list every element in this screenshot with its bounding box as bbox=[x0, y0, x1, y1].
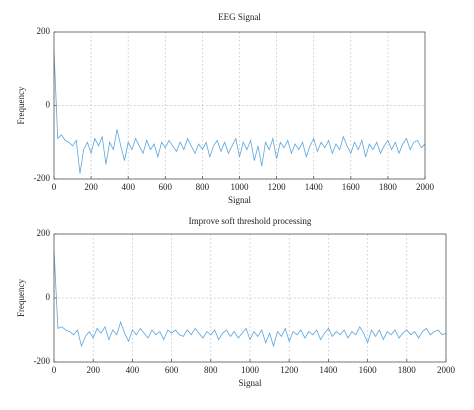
x-tick-label: 400 bbox=[121, 182, 135, 192]
y-tick-label: 0 bbox=[46, 292, 51, 302]
x-tick-label: 1600 bbox=[359, 365, 378, 375]
y-tick-label: -200 bbox=[34, 356, 51, 366]
y-tick-label: -200 bbox=[34, 173, 51, 183]
signal-line bbox=[53, 50, 426, 174]
x-tick-label: 1800 bbox=[379, 182, 398, 192]
y-tick-label: 200 bbox=[37, 26, 51, 36]
x-tick-label: 600 bbox=[165, 365, 179, 375]
x-tick-label: 800 bbox=[196, 182, 210, 192]
y-axis-label: Frequency bbox=[16, 86, 26, 124]
x-tick-label: 600 bbox=[159, 182, 173, 192]
x-tick-label: 1400 bbox=[319, 365, 338, 375]
x-tick-label: 2000 bbox=[416, 182, 435, 192]
x-tick-label: 1000 bbox=[241, 365, 260, 375]
y-tick-label: 200 bbox=[37, 228, 51, 238]
x-tick-label: 1200 bbox=[280, 365, 299, 375]
x-tick-label: 400 bbox=[126, 365, 140, 375]
plot-frame bbox=[53, 31, 426, 180]
x-tick-label: 200 bbox=[84, 182, 98, 192]
y-tick-label: 0 bbox=[46, 100, 51, 110]
x-tick-label: 0 bbox=[52, 182, 57, 192]
x-tick-label: 1400 bbox=[305, 182, 324, 192]
x-tick-label: 800 bbox=[204, 365, 218, 375]
x-tick-label: 2000 bbox=[437, 365, 456, 375]
x-axis-label: Signal bbox=[238, 378, 262, 388]
y-axis-label: Frequency bbox=[16, 279, 26, 317]
x-tick-label: 1600 bbox=[342, 182, 361, 192]
x-axis-label: Signal bbox=[228, 195, 252, 205]
x-tick-label: 1200 bbox=[268, 182, 287, 192]
signal-line bbox=[53, 249, 447, 348]
chart-title: Improve soft threshold processing bbox=[189, 216, 312, 226]
x-tick-label: 0 bbox=[52, 365, 57, 375]
x-tick-label: 200 bbox=[86, 365, 100, 375]
x-tick-label: 1000 bbox=[231, 182, 250, 192]
plot-frame bbox=[53, 233, 447, 363]
x-tick-label: 1800 bbox=[398, 365, 417, 375]
chart-title: EEG Signal bbox=[218, 12, 261, 22]
